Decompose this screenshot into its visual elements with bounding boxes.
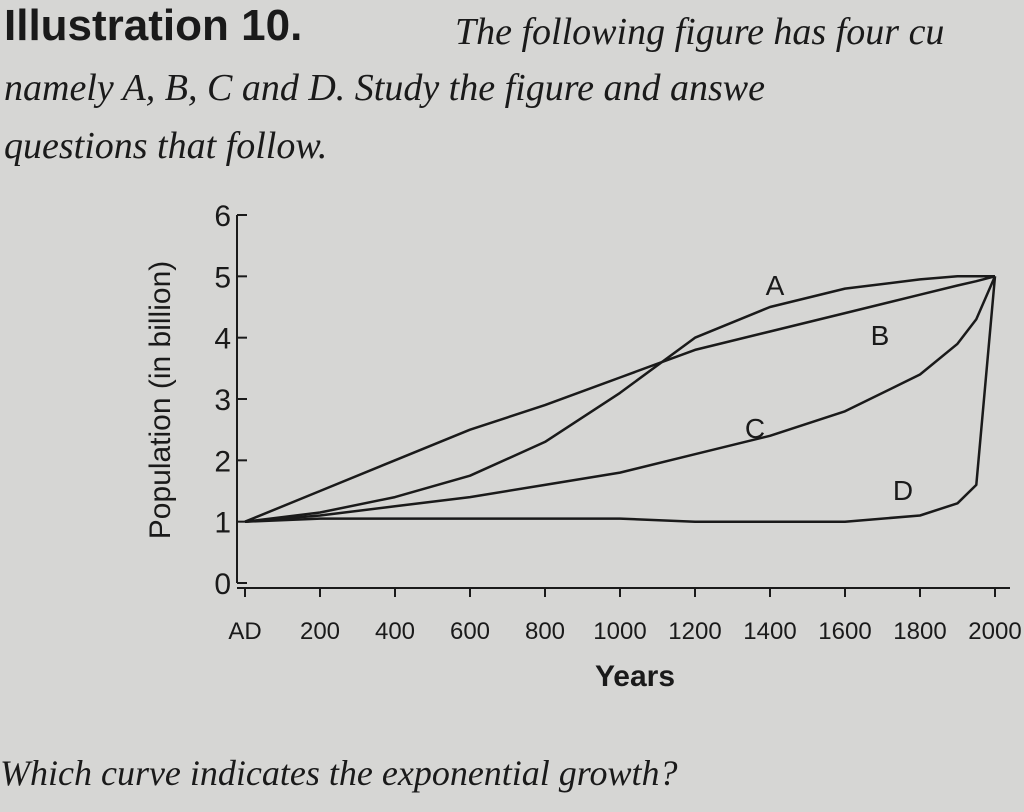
y-axis-title: Population (in billion)	[144, 261, 177, 540]
x-tick-label: 200	[300, 618, 340, 645]
x-tick-label: 400	[375, 618, 415, 645]
y-tick-label: 1	[214, 507, 231, 540]
y-tick-label: 3	[214, 384, 231, 417]
curve-label: A	[766, 270, 785, 301]
curve	[244, 275, 997, 523]
curve-label: D	[893, 475, 913, 506]
intro-line: The following figure has four cu	[455, 11, 944, 53]
curve-label: B	[871, 320, 890, 351]
x-tick-label: 1400	[743, 618, 796, 645]
intro-line: namely A, B, C and D. Study the figure a…	[4, 67, 765, 109]
illustration-label: Illustration 10.	[4, 1, 302, 50]
x-tick-label: 1200	[668, 618, 721, 645]
x-tick-label: 800	[525, 618, 565, 645]
y-tick-label: 6	[214, 200, 231, 233]
y-tick-label: 0	[214, 568, 231, 601]
x-tick-label: 1800	[893, 618, 946, 645]
curve-label: C	[745, 413, 765, 444]
y-tick-label: 2	[214, 445, 231, 478]
x-tick-label: 2000	[968, 618, 1021, 645]
x-tick-label: 1000	[593, 618, 646, 645]
question: Which curve indicates the exponential gr…	[0, 753, 678, 793]
x-tick-label: AD	[228, 618, 261, 645]
x-tick-label: 1600	[818, 618, 871, 645]
intro-line: questions that follow.	[4, 125, 327, 167]
curve	[244, 276, 997, 523]
y-tick-label: 5	[214, 261, 231, 294]
x-axis-title: Years	[595, 660, 675, 693]
x-tick-label: 600	[450, 618, 490, 645]
y-tick-label: 4	[214, 323, 231, 356]
curve	[244, 275, 996, 523]
curve	[244, 275, 995, 523]
